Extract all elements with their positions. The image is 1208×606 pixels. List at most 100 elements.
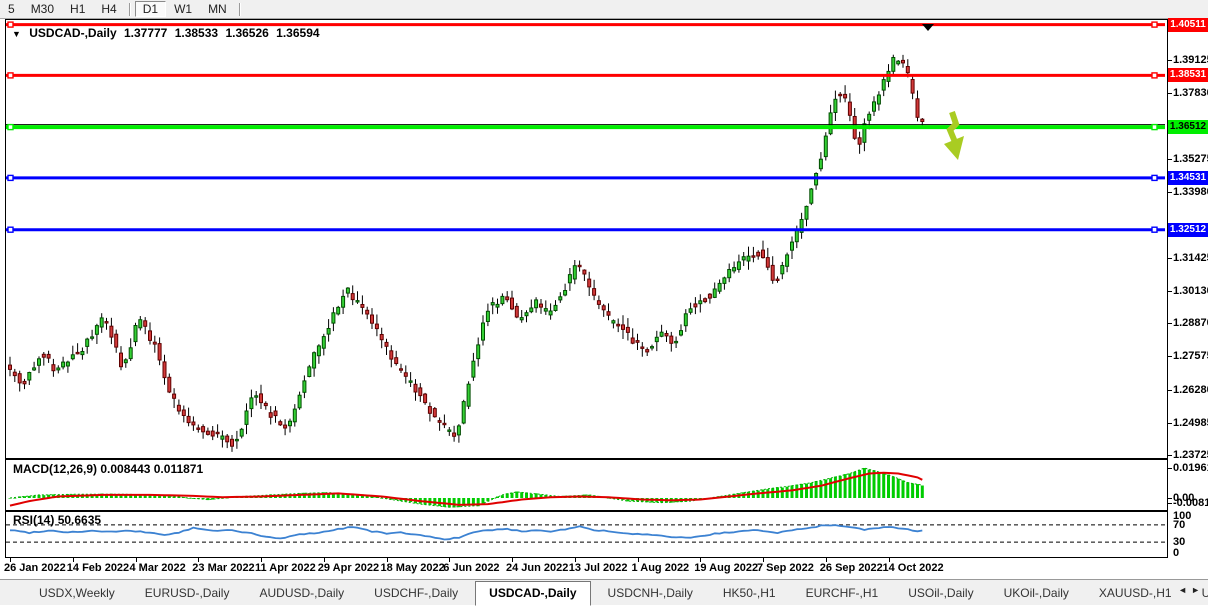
tab-usdchf-daily[interactable]: USDCHF-,Daily bbox=[361, 582, 471, 605]
macd-panel: MACD(12,26,9) 0.008443 0.011871 bbox=[5, 459, 1168, 511]
candles bbox=[9, 55, 924, 452]
axis-tick-mark bbox=[1168, 192, 1172, 193]
quote-open: 1.37777 bbox=[124, 26, 167, 40]
axis-tick-mark bbox=[1168, 159, 1172, 160]
tab-usdcnh-daily[interactable]: USDCNH-,Daily bbox=[595, 582, 706, 605]
tab-usoil-daily[interactable]: USOil-,Daily bbox=[895, 582, 986, 605]
macd-axis-label: 0.019616 bbox=[1173, 462, 1208, 474]
line-handle[interactable] bbox=[1152, 175, 1157, 180]
line-handle[interactable] bbox=[1152, 227, 1157, 232]
axis-tick-mark bbox=[1168, 291, 1172, 292]
axis-tick-mark bbox=[1168, 503, 1172, 504]
tab-scroll-right-icon[interactable]: ► bbox=[1191, 585, 1204, 595]
price-badge: 1.32512 bbox=[1168, 223, 1208, 237]
timeframe-d1[interactable]: D1 bbox=[135, 1, 166, 17]
x-axis-label: 11 Apr 2022 bbox=[255, 562, 316, 574]
collapse-icon[interactable]: ▼ bbox=[12, 29, 21, 39]
y-axis-label: 1.39125 bbox=[1173, 54, 1208, 66]
rsi-label: RSI(14) 50.6635 bbox=[13, 513, 101, 527]
line-handle[interactable] bbox=[8, 175, 13, 180]
y-axis-label: 1.23725 bbox=[1173, 449, 1208, 461]
line-handle[interactable] bbox=[1152, 22, 1157, 27]
rsi-line bbox=[10, 525, 922, 539]
axis-tick-mark bbox=[1168, 356, 1172, 357]
price-chart-panel bbox=[5, 19, 1168, 459]
horizontal-lines[interactable] bbox=[6, 22, 1165, 232]
x-axis-label: 23 Mar 2022 bbox=[192, 562, 254, 574]
symbol-period-label: USDCAD-,Daily bbox=[29, 26, 116, 40]
x-axis-label: 4 Mar 2022 bbox=[130, 562, 186, 574]
axis-tick-mark bbox=[1168, 468, 1172, 469]
timeframe-h1[interactable]: H1 bbox=[62, 1, 93, 17]
rsi-chart[interactable] bbox=[6, 512, 1165, 555]
quote-low: 1.36526 bbox=[225, 26, 268, 40]
y-axis-label: 1.33980 bbox=[1173, 186, 1208, 198]
chart-title: ▼ USDCAD-,Daily 1.37777 1.38533 1.36526 … bbox=[12, 26, 324, 40]
timeframe-5[interactable]: 5 bbox=[0, 1, 23, 17]
timeframe-h4[interactable]: H4 bbox=[93, 1, 124, 17]
y-axis-label: 1.28870 bbox=[1173, 317, 1208, 329]
timeframe-w1[interactable]: W1 bbox=[166, 1, 200, 17]
y-axis-label: 1.26280 bbox=[1173, 384, 1208, 396]
down-triangle-marker[interactable] bbox=[922, 24, 934, 31]
x-axis-label: 26 Jan 2022 bbox=[4, 562, 66, 574]
rsi-axis-label: 70 bbox=[1173, 519, 1185, 531]
price-chart[interactable] bbox=[6, 20, 1165, 456]
tab-hk50-h1[interactable]: HK50-,H1 bbox=[710, 582, 789, 605]
line-handle[interactable] bbox=[8, 73, 13, 78]
timeframe-mn[interactable]: MN bbox=[200, 1, 235, 17]
x-axis-label: 24 Jun 2022 bbox=[506, 562, 568, 574]
macd-label: MACD(12,26,9) 0.008443 0.011871 bbox=[13, 462, 203, 476]
toolbar-separator bbox=[239, 3, 241, 16]
x-axis-label: 14 Feb 2022 bbox=[67, 562, 129, 574]
x-axis-label: 18 May 2022 bbox=[381, 562, 445, 574]
y-axis-label: 1.27575 bbox=[1173, 350, 1208, 362]
y-axis-label: 1.31425 bbox=[1173, 252, 1208, 264]
y-axis-label: 1.35275 bbox=[1173, 153, 1208, 165]
x-axis-label: 1 Aug 2022 bbox=[632, 562, 690, 574]
tab-scroll-left-icon[interactable]: ◄ bbox=[1178, 585, 1191, 595]
line-handle[interactable] bbox=[1152, 125, 1157, 130]
y-axis-label: 1.30130 bbox=[1173, 285, 1208, 297]
tab-eurusd-daily[interactable]: EURUSD-,Daily bbox=[132, 582, 243, 605]
tab-audusd-daily[interactable]: AUDUSD-,Daily bbox=[246, 582, 357, 605]
tab-ukoil-daily[interactable]: UKOil-,Daily bbox=[991, 582, 1082, 605]
x-axis-label: 29 Apr 2022 bbox=[318, 562, 379, 574]
x-axis-label: 6 Jun 2022 bbox=[443, 562, 499, 574]
x-axis-label: 26 Sep 2022 bbox=[820, 562, 883, 574]
line-handle[interactable] bbox=[1152, 73, 1157, 78]
axis-tick-mark bbox=[1168, 60, 1172, 61]
axis-tick-mark bbox=[1168, 498, 1172, 499]
line-handle[interactable] bbox=[8, 125, 13, 130]
quote-close: 1.36594 bbox=[276, 26, 319, 40]
price-badge: 1.34531 bbox=[1168, 171, 1208, 185]
line-handle[interactable] bbox=[8, 227, 13, 232]
price-badge: 1.40511 bbox=[1168, 18, 1208, 32]
axis-tick-mark bbox=[1168, 258, 1172, 259]
y-axis-label: 1.37830 bbox=[1173, 87, 1208, 99]
price-badge: 1.38531 bbox=[1168, 68, 1208, 82]
rsi-panel: RSI(14) 50.6635 bbox=[5, 511, 1168, 558]
timeframe-m30[interactable]: M30 bbox=[23, 1, 62, 17]
price-axis: 1.39125 1.37830 1.35275 1.33980 1.31425 1.301… bbox=[1168, 0, 1208, 605]
x-axis-label: 13 Jul 2022 bbox=[569, 562, 628, 574]
toolbar-separator bbox=[129, 3, 131, 16]
price-badge: 1.36512 bbox=[1168, 120, 1208, 134]
tab-eurchf-h1[interactable]: EURCHF-,H1 bbox=[793, 582, 892, 605]
x-axis-label: 19 Aug 2022 bbox=[694, 562, 758, 574]
axis-tick-mark bbox=[1168, 390, 1172, 391]
axis-tick-mark bbox=[1168, 455, 1172, 456]
macd-signal-line bbox=[10, 473, 922, 506]
macd-axis-label: -0.008178 bbox=[1173, 497, 1208, 509]
axis-tick-mark bbox=[1168, 423, 1172, 424]
tab-usdcad-daily[interactable]: USDCAD-,Daily bbox=[475, 581, 590, 606]
tab-xauusd-h1[interactable]: XAUUSD-,H1 bbox=[1086, 582, 1185, 605]
arrow-annotation[interactable] bbox=[944, 112, 964, 160]
axis-tick-mark bbox=[1168, 93, 1172, 94]
quote-high: 1.38533 bbox=[175, 26, 218, 40]
tab-usdx-weekly[interactable]: USDX,Weekly bbox=[26, 582, 128, 605]
